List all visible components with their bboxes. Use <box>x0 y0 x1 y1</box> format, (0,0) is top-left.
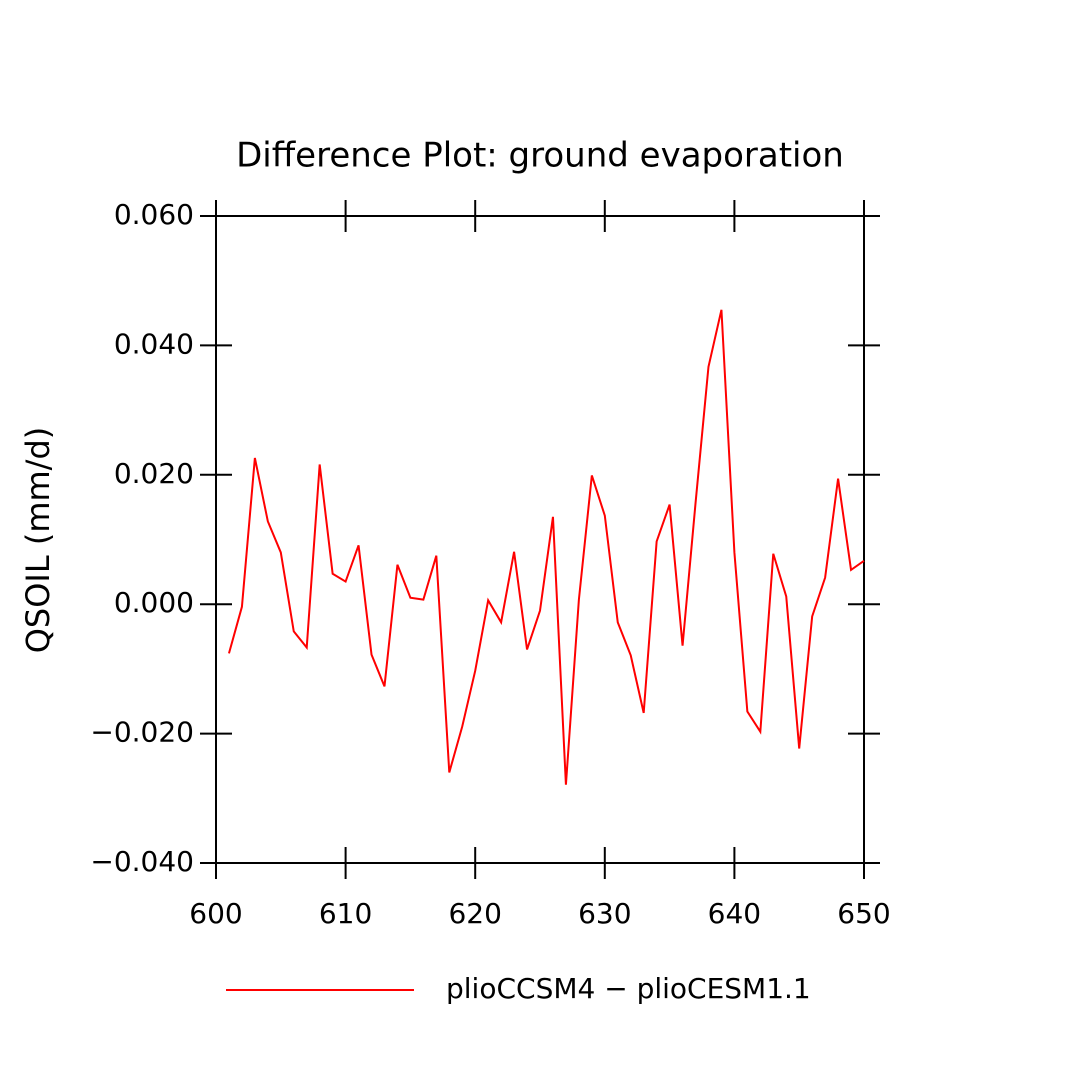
y-axis-label: QSOIL (mm/d) <box>19 427 57 654</box>
y-tick-label: 0.020 <box>114 457 194 490</box>
y-tick-label: 0.000 <box>114 586 194 619</box>
y-tick-label: 0.060 <box>114 198 194 231</box>
chart-title: Difference Plot: ground evaporation <box>236 136 844 176</box>
data-line <box>227 309 865 785</box>
legend-label: plioCCSM4 − plioCESM1.1 <box>446 972 811 1005</box>
x-tick-label: 640 <box>708 897 761 930</box>
x-tick-label: 650 <box>837 897 890 930</box>
x-tick-label: 620 <box>448 897 501 930</box>
x-tick-label: 610 <box>319 897 372 930</box>
y-tick-label: 0.040 <box>114 327 194 360</box>
x-tick-label: 600 <box>189 897 242 930</box>
y-tick-label: −0.020 <box>90 716 194 749</box>
y-tick-label: −0.040 <box>90 845 194 878</box>
plot-frame <box>215 215 865 864</box>
x-tick-label: 630 <box>578 897 631 930</box>
